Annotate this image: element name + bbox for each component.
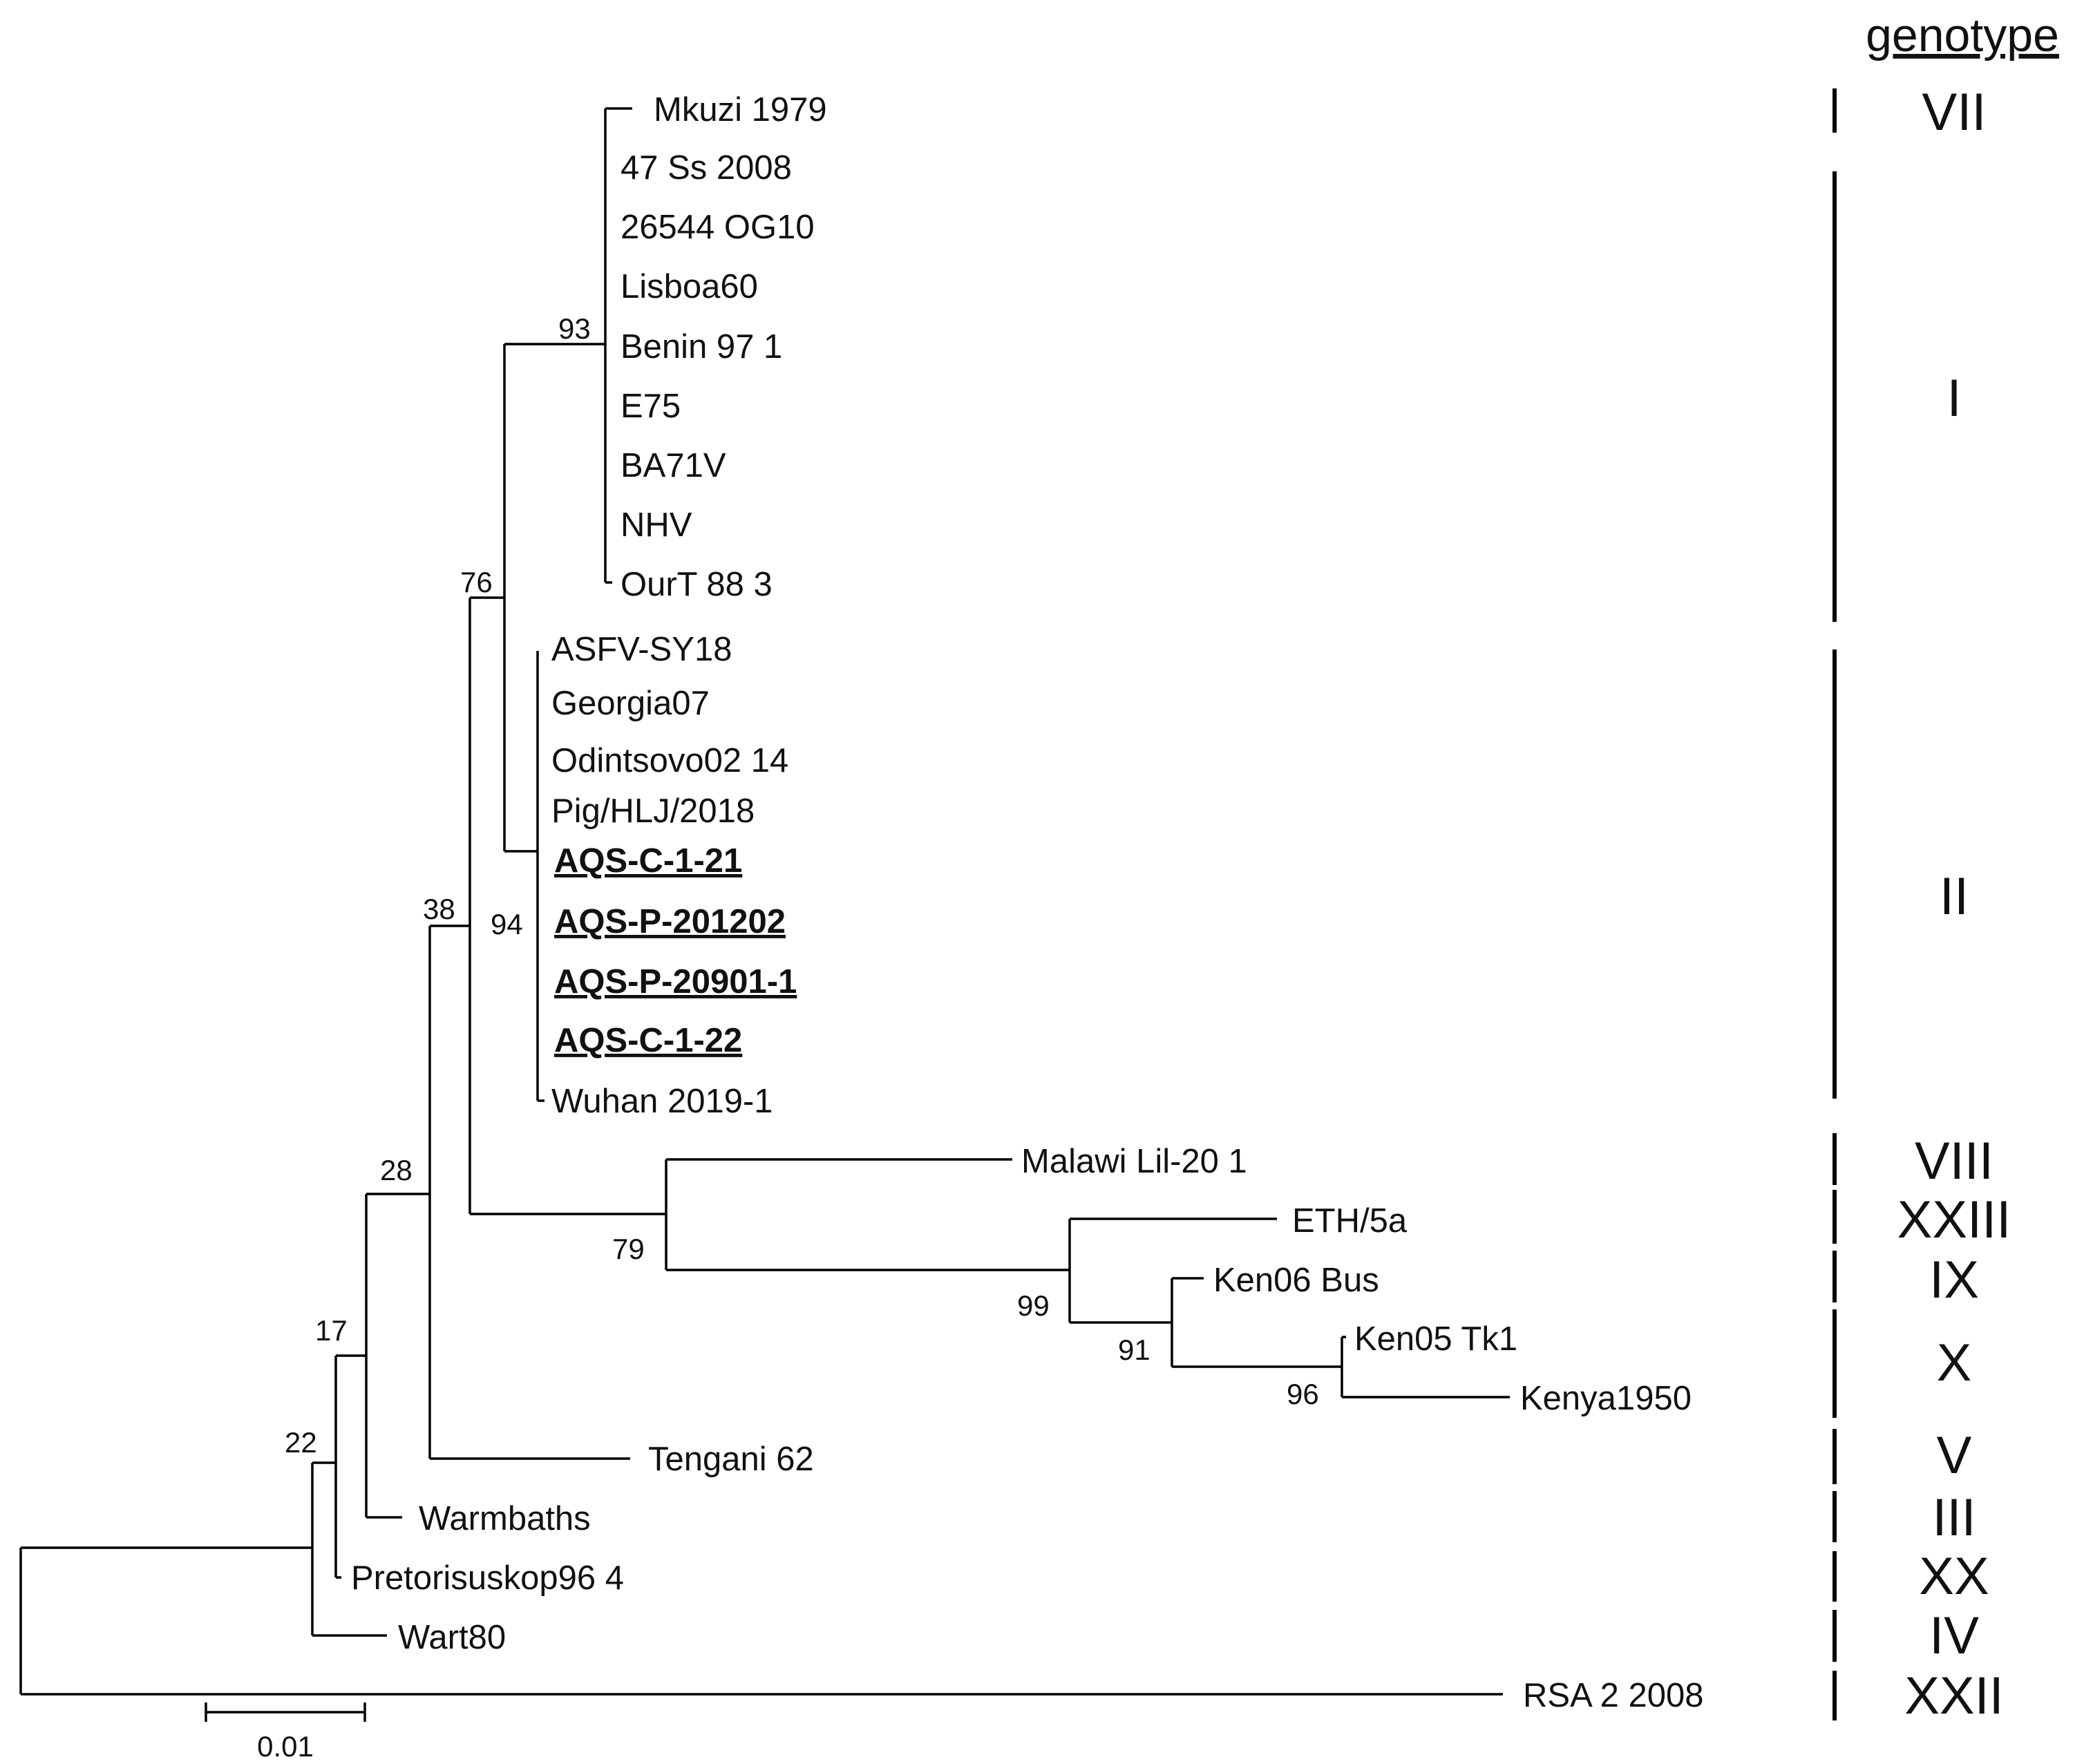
leaf-e75: E75 bbox=[621, 388, 681, 425]
leaf-labels: Mkuzi 1979 47 Ss 2008 26544 OG10 Lisboa6… bbox=[351, 91, 1704, 1714]
leaf-odintsovo: Odintsovo02 14 bbox=[551, 742, 788, 779]
bootstrap-91: 91 bbox=[1118, 1334, 1150, 1366]
leaf-wuhan: Wuhan 2019-1 bbox=[551, 1083, 773, 1120]
genotype-label-ii: II bbox=[1940, 867, 1969, 926]
leaf-26544og10: 26544 OG10 bbox=[621, 209, 815, 246]
genotype-label-i: I bbox=[1947, 369, 1961, 428]
genotype-label-vii: VII bbox=[1922, 83, 1987, 142]
genotype-label-iv: IV bbox=[1929, 1606, 1979, 1665]
leaf-malawi: Malawi Lil-20 1 bbox=[1021, 1143, 1247, 1180]
leaf-warmbaths: Warmbaths bbox=[419, 1500, 591, 1537]
genotype-label-viii: VIII bbox=[1915, 1132, 1993, 1191]
leaf-mkuzi: Mkuzi 1979 bbox=[654, 91, 827, 129]
bootstrap-79: 79 bbox=[612, 1233, 645, 1265]
leaf-ourt: OurT 88 3 bbox=[621, 566, 773, 603]
leaf-ken05: Ken05 Tk1 bbox=[1354, 1320, 1517, 1358]
leaf-eth5a: ETH/5a bbox=[1292, 1202, 1408, 1240]
leaf-nhv: NHV bbox=[621, 506, 692, 544]
genotype-label-xx: XX bbox=[1919, 1547, 1989, 1606]
genotype-label-iii: III bbox=[1932, 1488, 1976, 1547]
leaf-aqs-p-201202: AQS-P-201202 bbox=[554, 903, 786, 940]
bootstrap-38: 38 bbox=[423, 893, 455, 925]
genotype-label-v: V bbox=[1937, 1426, 1972, 1485]
leaf-pretorisuskop: Pretorisuskop96 4 bbox=[351, 1559, 624, 1597]
scale-bar: 0.01 bbox=[205, 1703, 366, 1763]
bootstrap-99: 99 bbox=[1017, 1289, 1050, 1322]
bootstrap-28: 28 bbox=[380, 1154, 413, 1186]
leaf-aqs-p-20901-1: AQS-P-20901-1 bbox=[554, 963, 797, 1000]
leaf-pig-hlj: Pig/HLJ/2018 bbox=[551, 793, 755, 830]
leaf-47ss: 47 Ss 2008 bbox=[621, 149, 792, 187]
leaf-lisboa60: Lisboa60 bbox=[621, 268, 758, 305]
bootstrap-96: 96 bbox=[1287, 1378, 1319, 1410]
bootstrap-93: 93 bbox=[558, 312, 591, 345]
scale-bar-label: 0.01 bbox=[257, 1730, 314, 1763]
bootstrap-22: 22 bbox=[285, 1426, 317, 1459]
bootstrap-76: 76 bbox=[460, 566, 493, 598]
genotype-label-xxii: XXII bbox=[1904, 1667, 2004, 1725]
leaf-benin: Benin 97 1 bbox=[621, 328, 782, 366]
leaf-tengani: Tengani 62 bbox=[648, 1441, 814, 1478]
leaf-aqs-c-1-22: AQS-C-1-22 bbox=[554, 1022, 742, 1059]
leaf-aqs-c-1-21: AQS-C-1-21 bbox=[554, 842, 742, 880]
tree-branches bbox=[19, 107, 1510, 1696]
leaf-ba71v: BA71V bbox=[621, 447, 726, 484]
genotype-label-x: X bbox=[1937, 1334, 1972, 1392]
genotype-label-xxiii: XXIII bbox=[1897, 1191, 2011, 1249]
bootstrap-17: 17 bbox=[315, 1314, 348, 1347]
genotype-column: genotype VII I II VIII XXIII IX X V III … bbox=[1832, 9, 2059, 1725]
leaf-ken06: Ken06 Bus bbox=[1213, 1262, 1379, 1299]
leaf-rsa: RSA 2 2008 bbox=[1523, 1677, 1704, 1714]
bootstrap-94: 94 bbox=[491, 908, 523, 940]
genotype-header: genotype bbox=[1866, 9, 2059, 61]
branch-to-n17 bbox=[312, 1354, 366, 1577]
scale-bar-line bbox=[205, 1703, 366, 1722]
leaf-asfv-sy18: ASFV-SY18 bbox=[551, 631, 732, 668]
genotype-label-ix: IX bbox=[1929, 1251, 1979, 1309]
leaf-georgia07: Georgia07 bbox=[551, 685, 710, 722]
leaf-wart80: Wart80 bbox=[398, 1619, 506, 1656]
leaf-kenya1950: Kenya1950 bbox=[1520, 1380, 1692, 1417]
bootstrap-labels: 93 76 94 38 28 79 99 91 96 17 22 bbox=[285, 312, 1319, 1459]
